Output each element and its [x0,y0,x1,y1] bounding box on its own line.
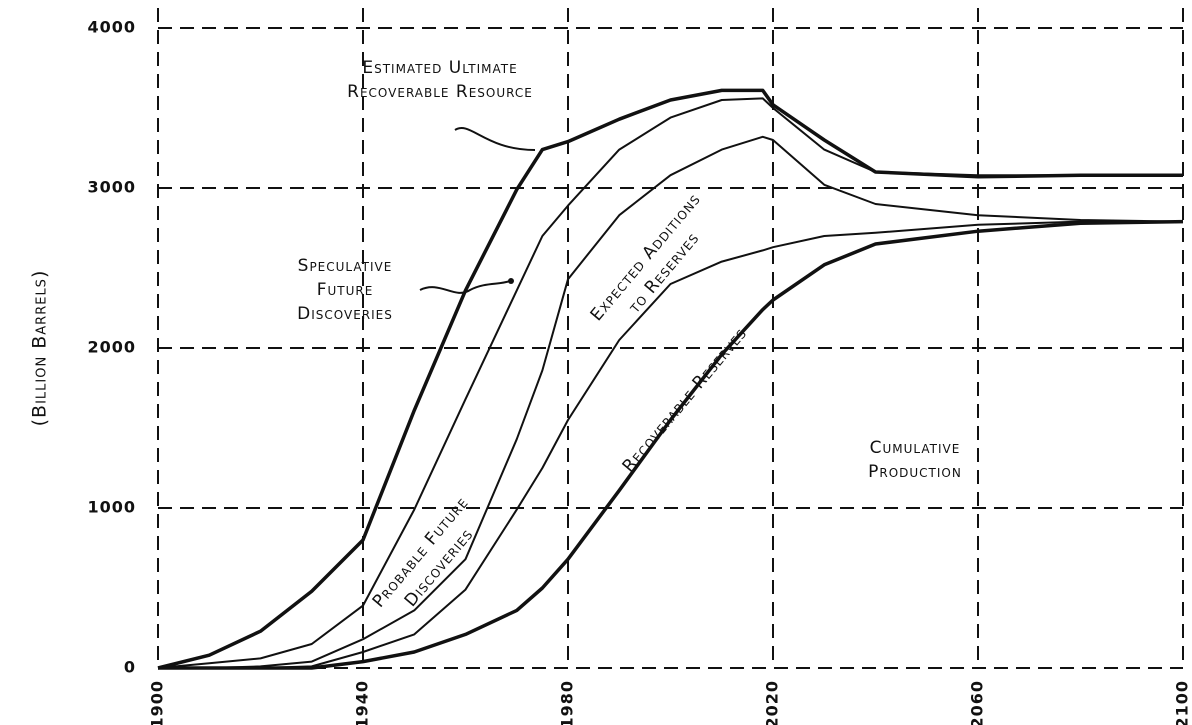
annotation: Speculative [298,256,393,276]
annotation: Production [868,462,962,482]
series-line [158,135,1184,669]
annotation: Recoverable Resource [347,82,533,102]
x-tick-label: 2060 [968,680,987,725]
arrow-dot [508,278,514,284]
x-tick-label: 1940 [353,680,372,725]
annotation: Cumulative [870,438,961,458]
arrow [419,280,511,294]
annotation: Discoveries [297,304,393,324]
y-tick-label: 1000 [87,498,136,517]
arrow [454,127,536,151]
annotation: Future [317,280,374,300]
x-tick-label: 2100 [1173,680,1192,725]
y-tick-label: 3000 [87,178,136,197]
y-axis-label: (Billion Barrels) [29,270,51,427]
series-line [157,88,1183,670]
series-line [158,220,1183,669]
annotation: Estimated Ultimate [362,58,517,78]
y-tick-label: 0 [124,658,136,677]
y-tick-label: 4000 [87,18,136,37]
y-tick-label: 2000 [87,338,136,357]
series-line [158,219,1184,670]
x-tick-label: 1980 [558,680,577,725]
series-line [157,97,1183,669]
x-tick-label: 1900 [148,680,167,725]
x-tick-label: 2020 [763,680,782,725]
